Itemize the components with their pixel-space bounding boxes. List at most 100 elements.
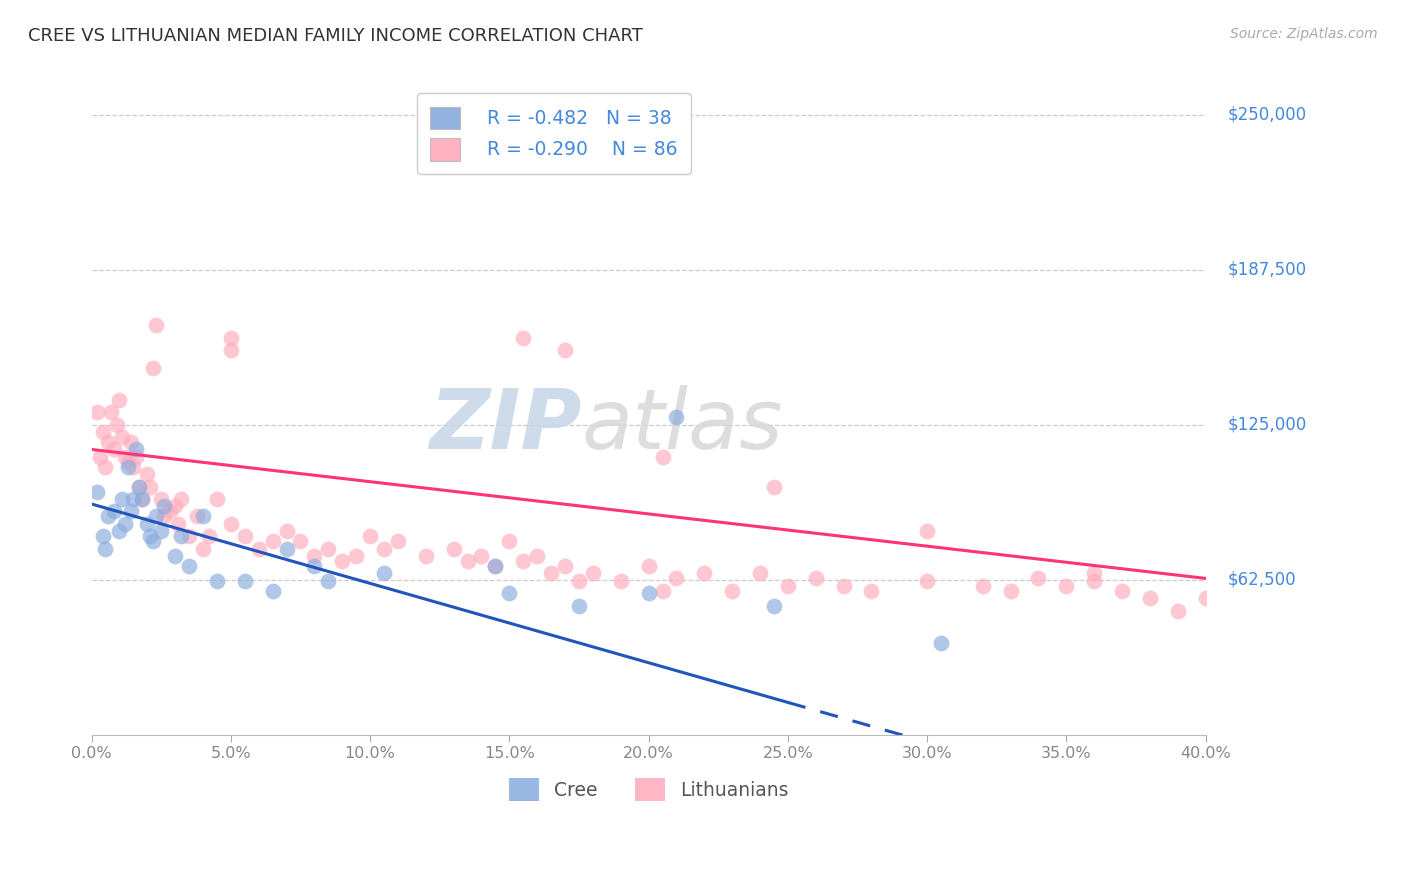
Point (637, 559, 659, 574)
Point (105, 417, 128, 432)
Point (94, 541, 117, 556)
Point (276, 541, 298, 556)
Point (316, 541, 339, 556)
Point (153, 509, 176, 524)
Point (1000, 583, 1022, 598)
Point (665, 410, 688, 425)
Point (554, 559, 576, 574)
Text: $62,500: $62,500 (1227, 571, 1296, 589)
Point (832, 579, 855, 593)
Point (167, 516, 190, 531)
Point (114, 450, 136, 464)
Point (120, 435, 142, 450)
Point (484, 559, 506, 574)
Point (142, 360, 165, 375)
Point (582, 566, 605, 581)
Point (665, 571, 688, 585)
Point (219, 331, 242, 345)
Point (128, 480, 150, 494)
Point (762, 599, 785, 613)
Point (1083, 574, 1105, 588)
Point (219, 343, 242, 358)
Point (103, 504, 125, 518)
Point (122, 459, 145, 474)
Point (165, 500, 187, 514)
Point (117, 455, 139, 469)
Point (120, 504, 142, 518)
Point (1028, 571, 1050, 585)
Point (177, 529, 200, 543)
Point (122, 491, 145, 506)
Point (89, 450, 111, 464)
Point (233, 529, 256, 543)
Point (373, 566, 395, 581)
Point (125, 442, 148, 457)
Point (150, 524, 173, 539)
Point (304, 549, 326, 563)
Text: CREE VS LITHUANIAN MEDIAN FAMILY INCOME CORRELATION CHART: CREE VS LITHUANIAN MEDIAN FAMILY INCOME … (28, 27, 643, 45)
Point (159, 504, 181, 518)
Point (568, 599, 591, 613)
Point (651, 583, 673, 598)
Point (804, 571, 827, 585)
Point (749, 566, 772, 581)
Point (554, 343, 576, 358)
Point (512, 331, 534, 345)
Point (304, 559, 326, 574)
Point (205, 574, 228, 588)
Point (111, 491, 134, 506)
Point (136, 467, 159, 482)
Point (170, 491, 193, 506)
Point (153, 500, 176, 514)
Point (526, 549, 548, 563)
Point (637, 586, 659, 600)
Point (262, 583, 284, 598)
Point (219, 516, 242, 531)
Point (929, 636, 952, 650)
Point (457, 554, 479, 568)
Point (330, 554, 353, 568)
Point (721, 583, 744, 598)
Text: atlas: atlas (582, 385, 783, 467)
Point (651, 450, 673, 464)
Point (762, 480, 785, 494)
Point (139, 529, 162, 543)
Point (108, 392, 131, 407)
Point (136, 516, 159, 531)
Point (262, 534, 284, 549)
Point (131, 491, 153, 506)
Point (108, 524, 131, 539)
Point (86, 405, 108, 419)
Point (470, 549, 492, 563)
Point (776, 579, 799, 593)
Point (1139, 591, 1161, 606)
Point (1111, 583, 1133, 598)
Point (359, 529, 381, 543)
Point (1083, 566, 1105, 581)
Point (233, 574, 256, 588)
Point (1054, 579, 1077, 593)
Point (131, 491, 153, 506)
Point (373, 541, 395, 556)
Point (94, 459, 117, 474)
Point (1167, 604, 1189, 618)
Point (97, 435, 120, 450)
Point (145, 509, 167, 524)
Legend: Cree, Lithuanians: Cree, Lithuanians (499, 769, 797, 811)
Point (387, 534, 409, 549)
Text: $187,500: $187,500 (1227, 260, 1308, 278)
Text: $125,000: $125,000 (1227, 416, 1308, 434)
Point (276, 524, 298, 539)
Point (103, 442, 125, 457)
Point (443, 541, 465, 556)
Point (170, 529, 193, 543)
Point (247, 541, 270, 556)
Point (91, 529, 114, 543)
Point (498, 534, 520, 549)
Point (111, 430, 134, 444)
Point (290, 534, 312, 549)
Point (117, 459, 139, 474)
Text: Source: ZipAtlas.com: Source: ZipAtlas.com (1230, 27, 1378, 41)
Point (191, 541, 214, 556)
Point (91, 425, 114, 439)
